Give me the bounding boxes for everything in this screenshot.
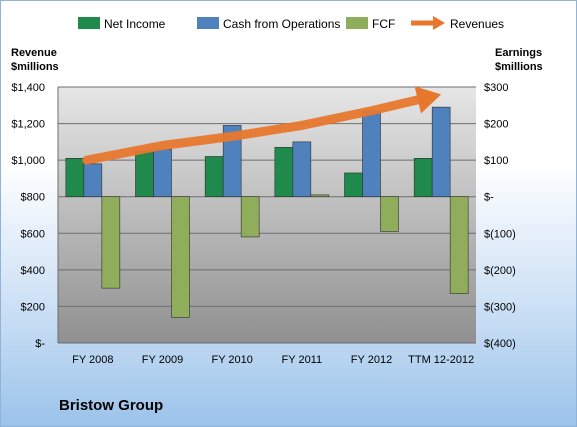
company-name: Bristow Group: [59, 397, 164, 414]
right-axis-ticks: $(400) $(300) $(200) $(100) $- $100 $200 $300: [484, 82, 516, 350]
right-axis-title-line1: Earnings: [495, 47, 542, 59]
left-tick-label: $800: [21, 192, 45, 204]
plot-area: [58, 87, 476, 343]
category-label: TTM 12-2012: [408, 354, 474, 366]
bar-net-income: [413, 158, 433, 198]
category-labels: FY 2008 FY 2009 FY 2010 FY 2011 FY 2012 TTM 1…: [72, 354, 474, 366]
bars: [65, 106, 469, 318]
left-axis-ticks: $- $200 $400 $600 $800 $1,000 $1,200 $1,400: [11, 82, 45, 350]
gridlines: [57, 86, 476, 344]
right-tick-label: $200: [484, 119, 508, 131]
bar-fcf: [240, 196, 260, 238]
right-tick-label: $300: [484, 82, 508, 94]
category-label: FY 2009: [142, 354, 183, 366]
bar-net-income: [65, 158, 85, 198]
bar-net-income: [274, 147, 294, 198]
left-tick-label: $1,400: [11, 82, 45, 94]
legend: Net Income Cash from Operations FCF Reve…: [78, 16, 504, 31]
category-label: FY 2010: [211, 354, 252, 366]
bar-cash-from-operations: [83, 163, 103, 198]
right-tick-label: $-: [484, 192, 494, 204]
category-label: FY 2011: [282, 354, 323, 366]
right-axis-title-line2: $millions: [495, 61, 543, 73]
legend-swatch-cash-from-operations: [197, 17, 219, 29]
bar-fcf: [449, 196, 469, 294]
legend-arrowhead-revenues: [433, 16, 445, 30]
bar-cash-from-operations: [292, 141, 312, 198]
legend-swatch-fcf: [346, 17, 368, 29]
right-tick-label: $(300): [484, 301, 516, 313]
left-tick-label: $200: [21, 301, 45, 313]
category-label: FY 2012: [351, 354, 392, 366]
left-tick-label: $1,200: [11, 119, 45, 131]
category-label: FY 2008: [72, 354, 113, 366]
legend-label-cash-from-operations: Cash from Operations: [223, 17, 340, 31]
legend-label-revenues: Revenues: [450, 17, 504, 31]
bar-net-income: [135, 150, 154, 198]
left-tick-label: $1,000: [11, 155, 45, 167]
legend-swatch-net-income: [78, 17, 100, 29]
right-tick-label: $(100): [484, 228, 516, 240]
bar-net-income: [204, 156, 224, 198]
revenues-line: [82, 95, 423, 165]
left-axis-title-line2: $millions: [11, 61, 59, 73]
bar-net-income: [344, 172, 363, 198]
bar-fcf: [171, 196, 190, 318]
left-tick-label: $400: [21, 265, 45, 277]
bar-cash-from-operations: [153, 148, 172, 198]
bar-cash-from-operations: [222, 125, 242, 198]
left-tick-label: $-: [35, 338, 45, 350]
bar-cash-from-operations: [362, 110, 381, 198]
bar-fcf: [380, 196, 399, 232]
legend-label-net-income: Net Income: [104, 17, 166, 31]
bar-cash-from-operations: [431, 106, 451, 198]
revenues-arrowhead: [414, 86, 442, 114]
revenues-arrow: [82, 86, 442, 165]
left-axis-title-line1: Revenue: [11, 47, 57, 59]
bar-fcf: [310, 194, 330, 198]
right-tick-label: $(400): [484, 338, 516, 350]
left-tick-label: $600: [21, 228, 45, 240]
bar-fcf: [101, 196, 121, 289]
right-tick-label: $(200): [484, 265, 516, 277]
legend-label-fcf: FCF: [372, 17, 395, 31]
right-tick-label: $100: [484, 155, 508, 167]
